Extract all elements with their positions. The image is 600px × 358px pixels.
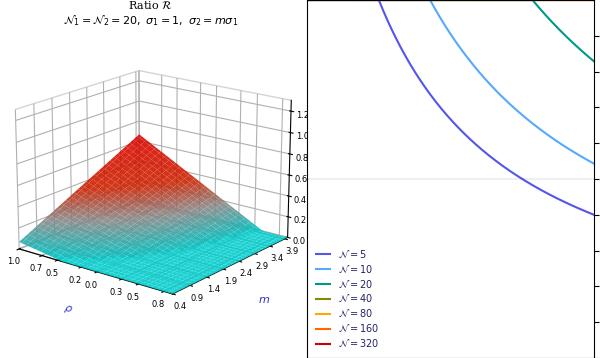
$\mathcal{N}=10$ [582, 157, 589, 161]
$\mathcal{N}=10$ [443, 26, 450, 30]
$\mathcal{N}=80$ [436, 0, 443, 2]
X-axis label: $\rho$: $\rho$ [62, 303, 74, 316]
$\mathcal{N}=5$ [590, 213, 598, 217]
$\mathcal{N}=320$ [304, 0, 311, 2]
$\mathcal{N}=80$ [529, 0, 536, 2]
$\mathcal{N}=320$ [443, 0, 450, 2]
$\mathcal{N}=160$ [436, 0, 443, 2]
$\mathcal{N}=20$ [318, 0, 325, 2]
$\mathcal{N}=320$ [590, 0, 598, 2]
$\mathcal{N}=20$ [582, 52, 589, 56]
Title: Ratio $\mathcal{R}$
$\mathcal{N}_1 = \mathcal{N}_2 = 20,\ \sigma_1 = 1,\ \sigma_: Ratio $\mathcal{R}$ $\mathcal{N}_1 = \ma… [63, 0, 238, 28]
$\mathcal{N}=320$ [529, 0, 536, 2]
$\mathcal{N}=160$ [529, 0, 536, 2]
$\mathcal{N}=80$ [582, 0, 589, 2]
$\mathcal{N}=5$ [443, 113, 450, 117]
$\mathcal{N}=20$ [436, 0, 443, 2]
Y-axis label: $m$: $m$ [258, 295, 270, 305]
$\mathcal{N}=5$ [318, 0, 325, 2]
$\mathcal{N}=10$ [582, 157, 589, 161]
$\mathcal{N}=40$ [529, 0, 536, 2]
$\mathcal{N}=160$ [318, 0, 325, 2]
$\mathcal{N}=5$ [582, 209, 589, 213]
$\mathcal{N}=5$ [582, 209, 589, 213]
$\mathcal{N}=160$ [304, 0, 311, 2]
$\mathcal{N}=20$ [529, 0, 536, 3]
$\mathcal{N}=320$ [318, 0, 325, 2]
$\mathcal{N}=10$ [436, 14, 443, 18]
Line: $\mathcal{N}=5$: $\mathcal{N}=5$ [307, 0, 594, 215]
$\mathcal{N}=160$ [443, 0, 450, 2]
Legend: $\mathcal{N}=5$, $\mathcal{N}=10$, $\mathcal{N}=20$, $\mathcal{N}=40$, $\mathcal: $\mathcal{N}=5$, $\mathcal{N}=10$, $\mat… [312, 244, 383, 353]
$\mathcal{N}=40$ [304, 0, 311, 2]
Line: $\mathcal{N}=20$: $\mathcal{N}=20$ [307, 0, 594, 61]
$\mathcal{N}=80$ [582, 0, 589, 2]
$\mathcal{N}=320$ [582, 0, 589, 2]
$\mathcal{N}=10$ [318, 0, 325, 2]
$\mathcal{N}=80$ [590, 0, 598, 2]
$\mathcal{N}=320$ [436, 0, 443, 2]
$\mathcal{N}=40$ [582, 0, 589, 2]
$\mathcal{N}=320$ [582, 0, 589, 2]
$\mathcal{N}=20$ [590, 59, 598, 63]
$\mathcal{N}=40$ [318, 0, 325, 2]
$\mathcal{N}=40$ [582, 0, 589, 2]
$\mathcal{N}=20$ [304, 0, 311, 2]
$\mathcal{N}=160$ [582, 0, 589, 2]
$\mathcal{N}=80$ [318, 0, 325, 2]
$\mathcal{N}=5$ [304, 0, 311, 2]
$\mathcal{N}=80$ [443, 0, 450, 2]
$\mathcal{N}=160$ [582, 0, 589, 2]
$\mathcal{N}=160$ [590, 0, 598, 2]
$\mathcal{N}=5$ [529, 183, 536, 188]
$\mathcal{N}=40$ [590, 0, 598, 2]
$\mathcal{N}=10$ [529, 122, 536, 126]
$\mathcal{N}=80$ [304, 0, 311, 2]
Line: $\mathcal{N}=10$: $\mathcal{N}=10$ [307, 0, 594, 164]
$\mathcal{N}=40$ [436, 0, 443, 2]
$\mathcal{N}=5$ [436, 104, 443, 108]
$\mathcal{N}=10$ [304, 0, 311, 2]
$\mathcal{N}=10$ [590, 161, 598, 166]
$\mathcal{N}=40$ [443, 0, 450, 2]
$\mathcal{N}=20$ [582, 52, 589, 57]
$\mathcal{N}=20$ [443, 0, 450, 2]
